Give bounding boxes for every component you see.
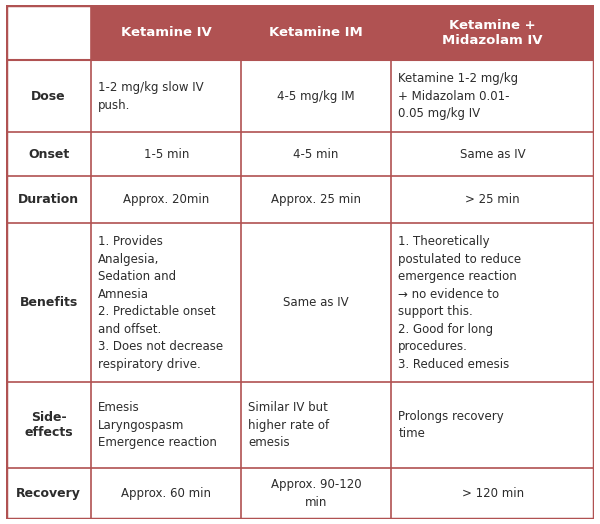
Text: Side-
effects: Side- effects xyxy=(25,411,73,439)
Text: Prolongs recovery
time: Prolongs recovery time xyxy=(398,410,504,440)
Text: Benefits: Benefits xyxy=(20,296,78,309)
Bar xyxy=(6,133,594,176)
Text: Dose: Dose xyxy=(31,90,66,103)
Text: Same as IV: Same as IV xyxy=(283,296,349,309)
Text: Recovery: Recovery xyxy=(16,487,81,500)
Text: Duration: Duration xyxy=(18,193,79,206)
Text: Ketamine +
Midazolam IV: Ketamine + Midazolam IV xyxy=(442,19,543,47)
Bar xyxy=(91,5,241,60)
Text: Emesis
Laryngospasm
Emergence reaction: Emesis Laryngospasm Emergence reaction xyxy=(98,401,217,449)
Bar xyxy=(391,5,594,60)
Text: Ketamine IV: Ketamine IV xyxy=(121,26,212,39)
Text: Onset: Onset xyxy=(28,148,69,161)
Bar xyxy=(6,5,91,60)
Text: Ketamine IM: Ketamine IM xyxy=(269,26,363,39)
Text: 4-5 min: 4-5 min xyxy=(293,148,339,161)
Text: 4-5 mg/kg IM: 4-5 mg/kg IM xyxy=(277,90,355,103)
Text: Approx. 90-120
min: Approx. 90-120 min xyxy=(271,478,361,509)
Text: Approx. 20min: Approx. 20min xyxy=(123,193,209,206)
Text: Ketamine 1-2 mg/kg
+ Midazolam 0.01-
0.05 mg/kg IV: Ketamine 1-2 mg/kg + Midazolam 0.01- 0.0… xyxy=(398,72,518,121)
Text: 1-5 min: 1-5 min xyxy=(143,148,189,161)
Text: 1. Theoretically
postulated to reduce
emergence reaction
→ no evidence to
suppor: 1. Theoretically postulated to reduce em… xyxy=(398,235,521,370)
Bar xyxy=(6,383,594,468)
Text: > 25 min: > 25 min xyxy=(465,193,520,206)
Text: Approx. 25 min: Approx. 25 min xyxy=(271,193,361,206)
Bar xyxy=(6,223,594,383)
Bar xyxy=(6,60,594,133)
Bar xyxy=(6,176,594,223)
Bar xyxy=(241,5,391,60)
Text: 1-2 mg/kg slow IV
push.: 1-2 mg/kg slow IV push. xyxy=(98,81,204,112)
Text: Same as IV: Same as IV xyxy=(460,148,526,161)
Text: Similar IV but
higher rate of
emesis: Similar IV but higher rate of emesis xyxy=(248,401,329,449)
Text: > 120 min: > 120 min xyxy=(461,487,524,500)
Bar xyxy=(6,468,594,519)
Text: Approx. 60 min: Approx. 60 min xyxy=(121,487,211,500)
Text: 1. Provides
Analgesia,
Sedation and
Amnesia
2. Predictable onset
and offset.
3. : 1. Provides Analgesia, Sedation and Amne… xyxy=(98,235,223,370)
